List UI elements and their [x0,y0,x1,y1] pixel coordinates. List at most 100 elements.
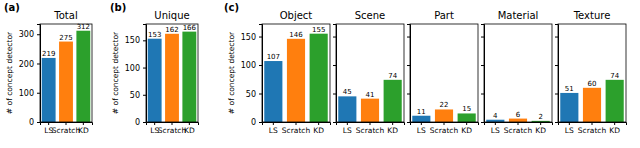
data-label: 11 [417,108,426,116]
tick: LS [343,122,352,135]
tick-label: KD [184,126,195,135]
y-axis-title: # of concept detector [111,31,120,114]
data-label: 153 [148,31,161,39]
panel: 0100200300LSScratchKD219275312Total(a)# … [4,2,93,135]
tick-mark [555,65,558,66]
bar [287,39,305,122]
bar [606,80,624,122]
tick-label: 0 [251,118,256,127]
tick: KD [535,122,546,135]
bar [76,31,90,122]
tick-mark [481,94,484,95]
y-axis: 050100150 [125,25,147,128]
tick-label: Scratch [356,126,385,135]
data-label: 45 [343,88,352,96]
tick-mark [83,122,84,125]
tick: KD [78,122,89,135]
tick-label: LS [491,126,500,135]
y-axis: 050100150 [241,25,263,128]
tick-mark [37,63,40,64]
title: Object [280,10,313,21]
axis-line [263,123,331,126]
tick-label: KD [535,126,546,135]
tick [407,65,410,66]
tick: Scratch [356,122,385,135]
tick: Scratch [504,122,533,135]
title: Total [53,10,77,21]
axis-line [41,123,93,126]
tick [333,122,336,123]
data-label: 162 [165,26,178,34]
tick-mark [172,122,173,125]
tick [407,37,410,38]
bar [182,32,196,122]
tick-label: 200 [19,60,34,69]
title: Part [434,10,454,21]
bar [435,109,453,122]
tick-label: KD [387,126,398,135]
tick [407,122,410,123]
tick-mark [421,122,422,125]
tick-mark [143,122,146,123]
data-label: 146 [289,31,303,39]
tick: 50 [130,91,146,100]
tick-label: 0 [29,118,34,127]
y-axis-title: # of concept detector [5,31,14,114]
tick-mark [370,122,371,125]
tick-label: 50 [246,90,256,99]
x-axis: LSScratchKD [411,122,479,135]
axis-line [259,25,263,123]
tick-mark [189,122,190,125]
tick-label: LS [417,126,426,135]
bar [560,93,578,122]
tick-mark [407,65,410,66]
tick: 0 [135,118,146,127]
tick-mark [37,122,40,123]
tick [481,94,484,95]
data-label: 74 [610,72,619,80]
tick-mark [37,93,40,94]
tick: 200 [19,60,40,69]
tick: 0 [251,118,262,127]
tick [555,94,558,95]
frame [336,24,404,122]
tick-label: LS [343,126,352,135]
panel: LSScratchKD462Material [481,10,553,135]
bar [384,80,402,122]
axis-line [555,25,559,123]
data-label: 219 [42,50,55,58]
tick-label: KD [609,126,620,135]
tick-mark [540,122,541,125]
tick-mark [407,122,410,123]
tick-mark [466,122,467,125]
bar [583,88,601,122]
tick-mark [333,122,336,123]
title: Material [498,10,539,21]
tick-label: KD [78,126,89,135]
tick-mark [481,122,484,123]
tick [481,37,484,38]
tick-label: Scratch [158,126,187,135]
axis-line [147,123,199,126]
axis-line [411,123,479,126]
tick-label: 100 [241,61,256,70]
tick: Scratch [578,122,607,135]
data-label: 74 [388,72,397,80]
tick-mark [273,122,274,125]
tick: 100 [241,61,262,70]
tick-label: LS [269,126,278,135]
tick [333,65,336,66]
tick-mark [333,94,336,95]
tick-mark [592,122,593,125]
tick-mark [48,122,49,125]
tick: LS [269,122,278,135]
tick-mark [143,40,146,41]
bars [264,34,327,122]
data-label: 51 [565,85,574,93]
bar [509,119,527,122]
data-label: 15 [462,105,471,113]
tick-label: 100 [19,89,34,98]
axis-line [485,123,553,126]
tick-mark [259,94,262,95]
tick-label: KD [313,126,324,135]
